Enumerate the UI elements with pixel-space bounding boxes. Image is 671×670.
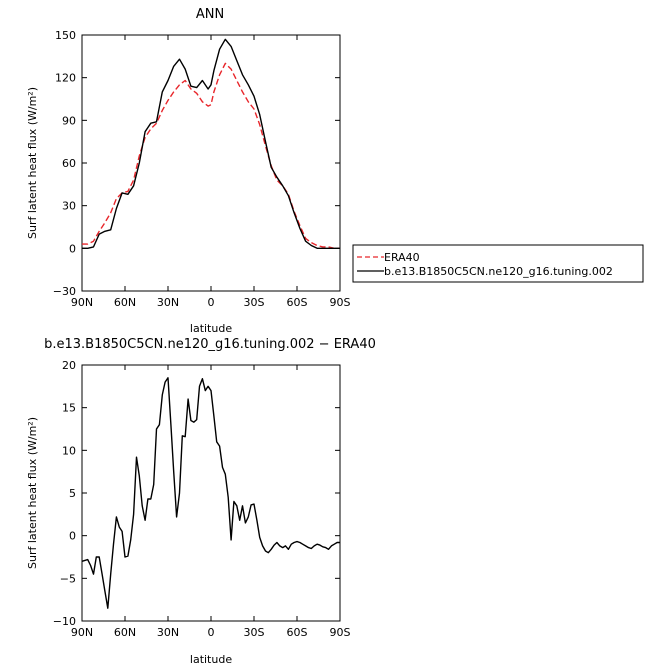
x-tick-label: 90S (330, 626, 351, 639)
series-line-0 (82, 62, 340, 250)
legend-box (352, 244, 644, 283)
x-tick-label: 60N (114, 626, 136, 639)
x-tick-label: 90N (71, 296, 93, 309)
y-tick-label: 90 (62, 114, 76, 127)
x-tick-label: 60N (114, 296, 136, 309)
plot-frame (81, 364, 341, 622)
chart-title: ANN (196, 7, 224, 22)
y-tick-label: −30 (53, 285, 76, 298)
y-tick-label: −10 (53, 615, 76, 628)
chart-mean: ANN −30 0 30 60 90 120 150 90N 60N 30N 0 30S 60S 90S… (26, 7, 351, 335)
x-axis-label: latitude (190, 322, 232, 335)
x-tick-label: 0 (208, 626, 215, 639)
x-tick-label: 90N (71, 626, 93, 639)
y-tick-label: 15 (62, 402, 76, 415)
x-tick-label: 30S (244, 626, 265, 639)
plot-frame (81, 34, 341, 292)
x-tick-label: 60S (287, 296, 308, 309)
y-tick-label: 30 (62, 200, 76, 213)
series-line-1 (82, 38, 340, 250)
x-tick-label: 30N (157, 296, 179, 309)
legend: ERA40 b.e13.B1850C5CN.ne120_g16.tuning.0… (352, 244, 644, 283)
y-tick-label: −5 (60, 572, 76, 585)
y-tick-label: 0 (69, 530, 76, 543)
x-tick-label: 0 (208, 296, 215, 309)
chart-title: b.e13.B1850C5CN.ne120_g16.tuning.002 − E… (44, 337, 376, 352)
legend-label-model: b.e13.B1850C5CN.ne120_g16.tuning.002 (384, 265, 613, 278)
x-tick-label: 90S (330, 296, 351, 309)
x-axis-label: latitude (190, 653, 232, 666)
chart-difference: b.e13.B1850C5CN.ne120_g16.tuning.002 − E… (26, 337, 376, 666)
y-tick-label: 0 (69, 242, 76, 255)
y-tick-label: 10 (62, 444, 76, 457)
y-tick-label: 20 (62, 359, 76, 372)
y-axis-label: Surf latent heat flux (W/m²) (26, 417, 39, 569)
y-tick-label: 5 (69, 487, 76, 500)
y-axis-label: Surf latent heat flux (W/m²) (26, 87, 39, 239)
y-tick-label: 150 (55, 29, 76, 42)
x-tick-label: 30N (157, 626, 179, 639)
y-tick-label: 120 (55, 72, 76, 85)
x-tick-label: 30S (244, 296, 265, 309)
y-tick-label: 60 (62, 157, 76, 170)
series-line-0 (81, 377, 340, 609)
x-tick-label: 60S (287, 626, 308, 639)
legend-label-era40: ERA40 (384, 251, 420, 264)
